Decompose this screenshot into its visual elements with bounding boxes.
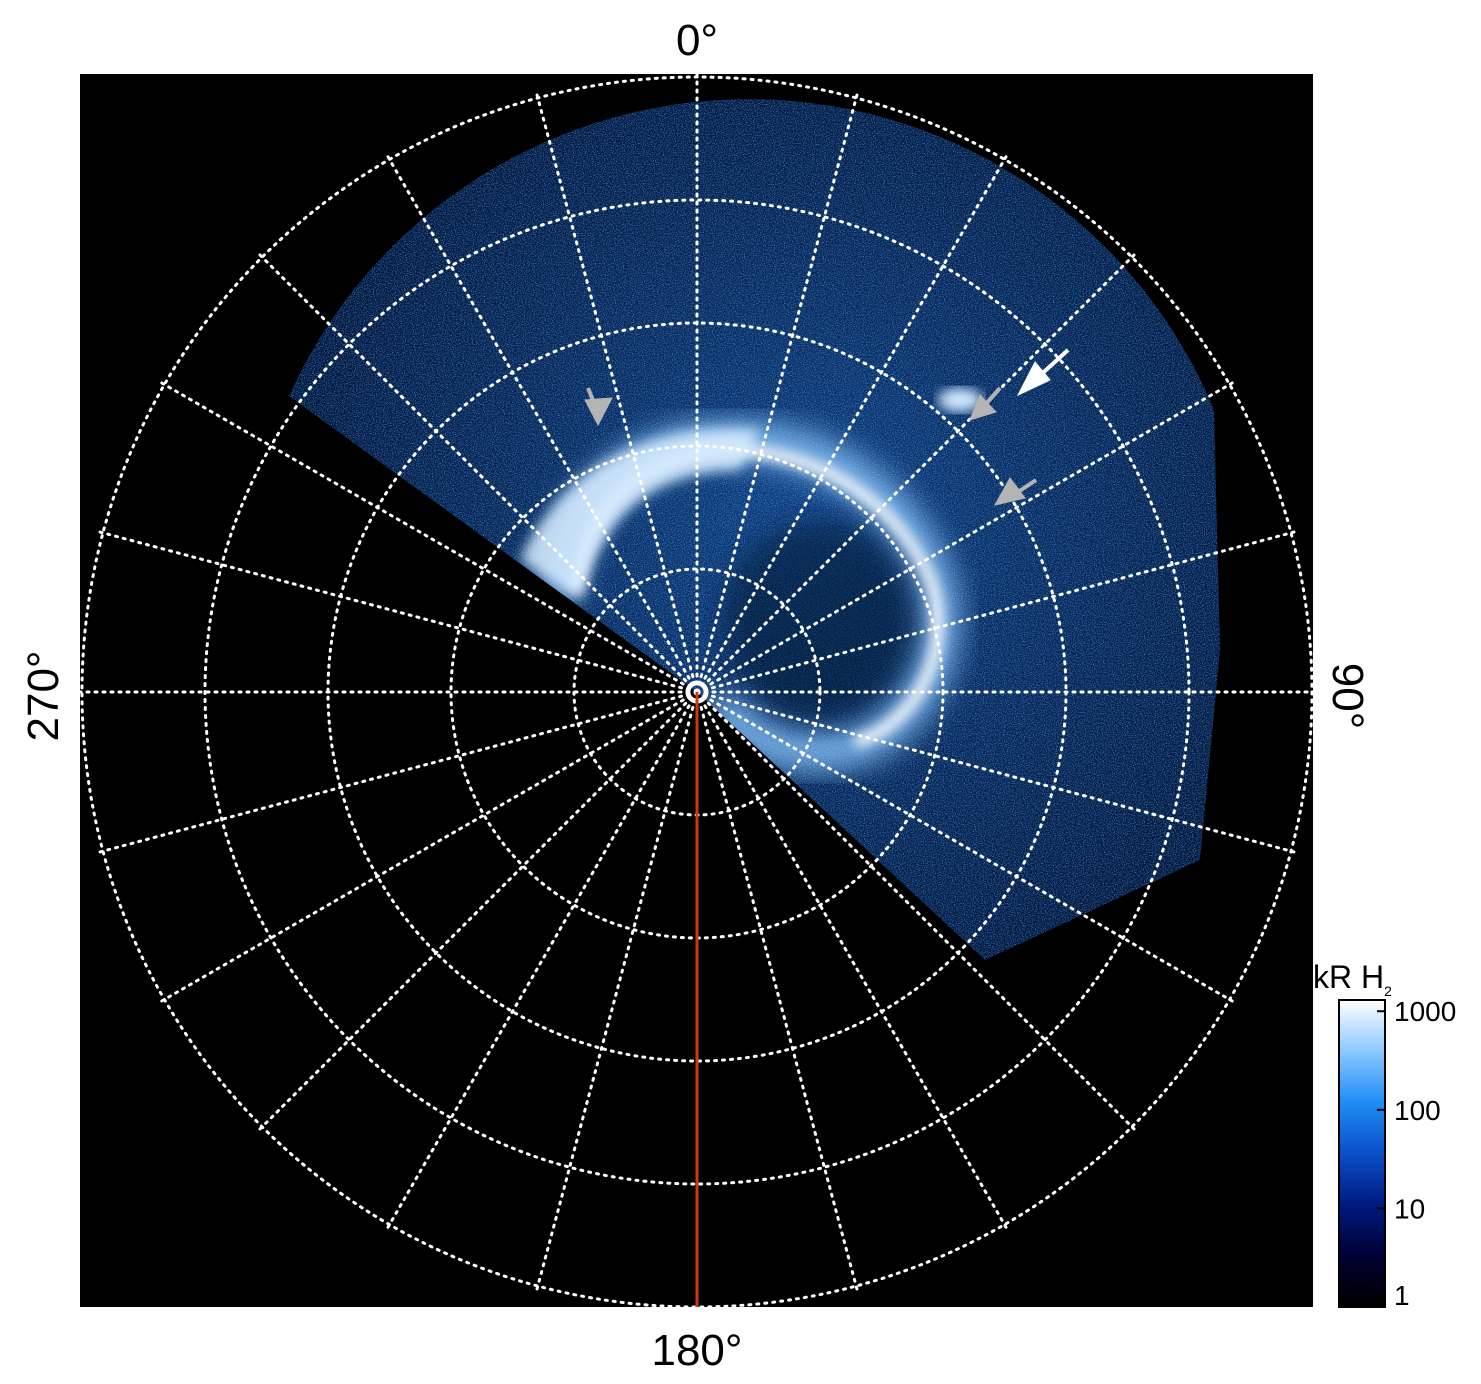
grid-spoke (695, 690, 1009, 1231)
colorbar-gradient (1338, 999, 1386, 1308)
white-arrow (1016, 348, 1070, 397)
colorbar-tick-label: 1000 (1394, 996, 1456, 1027)
label-bottom: 180° (651, 1326, 742, 1375)
auroral-emission-image (289, 99, 1220, 961)
grid-spoke (695, 690, 1137, 1132)
gray-arrow-lower-right (994, 477, 1038, 506)
grid-spoke (695, 690, 859, 1293)
grid-spoke (385, 690, 699, 1231)
gray-arrow-upper-left (584, 387, 613, 427)
grid-spoke (257, 252, 699, 694)
label-right: 90° (1323, 663, 1372, 730)
label-left: 270° (19, 650, 68, 741)
annotation-arrows (584, 348, 1070, 506)
grid-spoke (695, 530, 1298, 694)
lat-lon-grid (80, 74, 1313, 1307)
grid-spoke (535, 690, 699, 1293)
grid-spoke (385, 153, 699, 694)
grid-spoke (96, 530, 699, 694)
gray-arrow-spot (969, 386, 1002, 421)
colorbar-tick-label: 1 (1394, 1280, 1410, 1311)
grid-spoke (695, 690, 1298, 854)
grid-spoke (257, 690, 699, 1132)
grid-spoke (535, 91, 699, 694)
grid-spoke (158, 690, 699, 1004)
grid-spoke (695, 252, 1137, 694)
grid-spoke (695, 380, 1236, 694)
colorbar-tick-label: 100 (1394, 1095, 1441, 1126)
grid-circle (203, 198, 1191, 1186)
colorbar-title: kR H2 (1313, 959, 1392, 999)
grid-spoke (695, 91, 859, 694)
grid-spoke (695, 690, 1236, 1004)
colorbar-tick-label: 10 (1394, 1193, 1425, 1224)
grid-spoke (158, 380, 699, 694)
grid-spoke (96, 690, 699, 854)
label-top: 0° (676, 16, 718, 65)
grid-spoke (695, 153, 1009, 694)
colorbar: kR H2 1000 100 10 1 (1313, 959, 1456, 1311)
